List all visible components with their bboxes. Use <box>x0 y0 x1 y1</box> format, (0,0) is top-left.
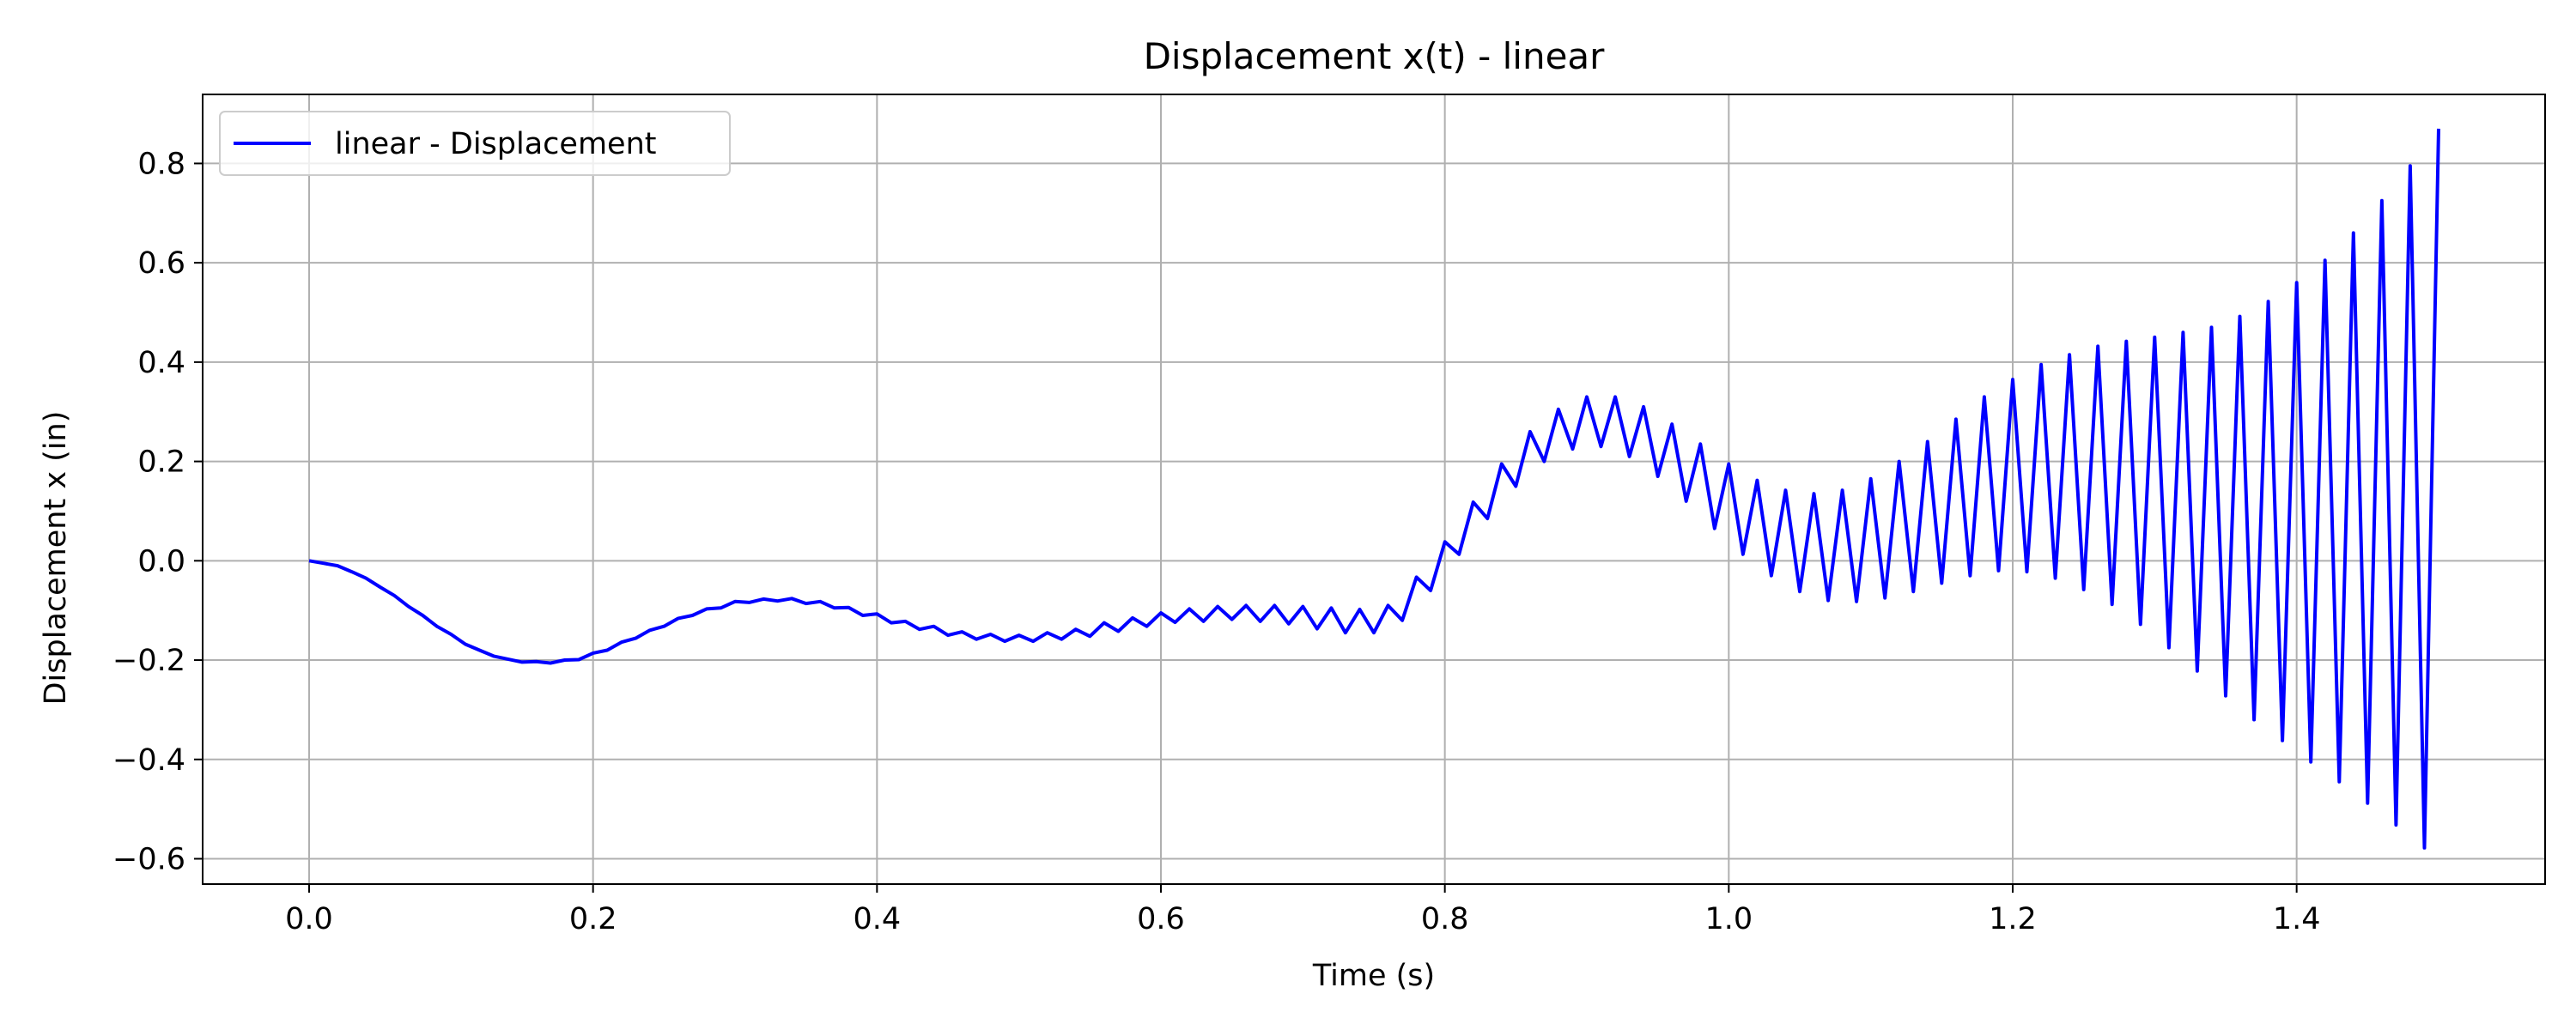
y-tick-label: 0.6 <box>137 246 185 281</box>
x-tick-label: 0.2 <box>569 902 617 936</box>
x-tick-label: 1.0 <box>1704 902 1753 936</box>
x-tick-label: 0.6 <box>1137 902 1185 936</box>
y-axis-label: Displacement x (in) <box>39 411 73 706</box>
legend-label-linear-displacement: linear - Displacement <box>335 127 657 161</box>
series-layer <box>308 128 2440 850</box>
series-line-linear-displacement <box>308 128 2440 850</box>
x-tick-label: 0.4 <box>853 902 901 936</box>
x-tick-label: 0.0 <box>285 902 333 936</box>
y-tick-label: 0.4 <box>137 346 185 380</box>
x-tick-label: 0.8 <box>1421 902 1469 936</box>
plot-frame <box>202 94 2546 885</box>
chart-title: Displacement x(t) - linear <box>1144 35 1606 77</box>
x-axis-label: Time (s) <box>1312 959 1435 993</box>
x-tick-label: 1.4 <box>2273 902 2321 936</box>
y-tick-label: 0.2 <box>137 445 185 480</box>
y-tick-label: −0.6 <box>112 842 185 876</box>
x-tick-label: 1.2 <box>1989 902 2037 936</box>
legend: linear - Displacement <box>219 111 731 176</box>
ticks: 0.0 0.2 0.4 0.6 0.8 1.0 1.2 1.4 −0.6 −0.4 −0.2 0.0 0… <box>112 147 2321 936</box>
legend-box <box>219 111 731 176</box>
y-tick-label: −0.4 <box>112 743 185 778</box>
y-tick-label: −0.2 <box>112 644 185 678</box>
y-tick-label: 0.0 <box>137 544 185 579</box>
y-tick-label: 0.8 <box>137 147 185 181</box>
